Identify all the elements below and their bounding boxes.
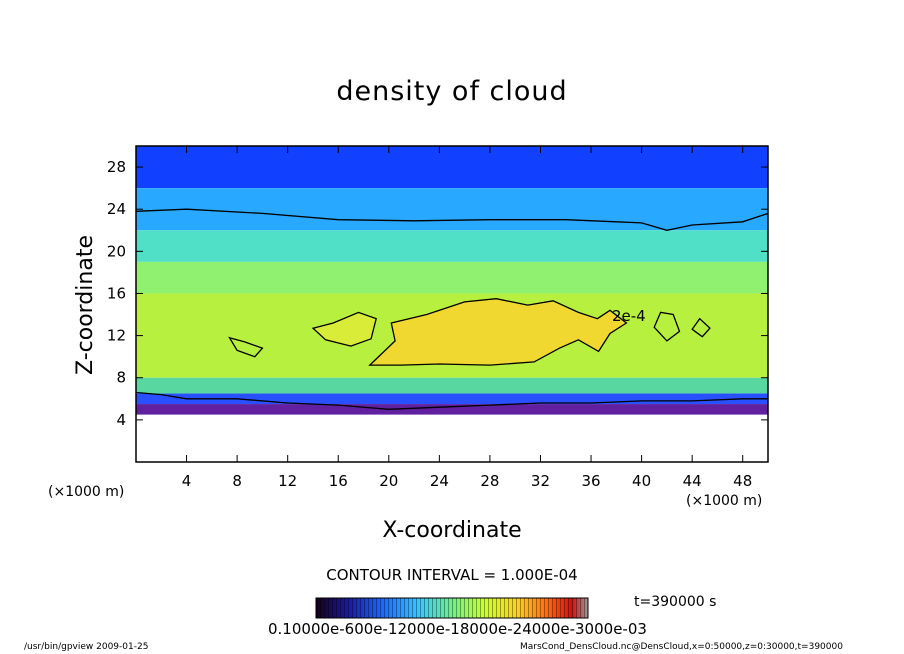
density-band-3 <box>136 261 768 294</box>
x-tick-label-12: 12 <box>278 472 297 490</box>
x-tick-label-4: 4 <box>182 472 192 490</box>
density-band-0 <box>136 146 768 189</box>
time-label: t=390000 s <box>634 594 717 610</box>
x-unit-right: (×1000 m) <box>686 493 762 509</box>
density-field <box>136 146 768 415</box>
density-band-1 <box>136 188 768 231</box>
x-tick-label-36: 36 <box>581 472 600 490</box>
cloud-core-fill <box>369 298 627 366</box>
x-tick-label-8: 8 <box>232 472 242 490</box>
x-tick-label-48: 48 <box>733 472 752 490</box>
y-tick-label-8: 8 <box>116 369 126 387</box>
y-axis-ticks: 4 8 12 16 20 24 28 <box>107 158 768 429</box>
contour-blob-1 <box>653 311 681 342</box>
density-band-2 <box>136 230 768 262</box>
contour-lines <box>136 208 768 410</box>
contour-core <box>368 298 628 366</box>
x-unit-left: (×1000 m) <box>48 484 124 500</box>
x-axis-ticks: 4 8 12 16 20 24 28 32 36 40 44 48 <box>182 146 752 490</box>
contour-interval-label: CONTOUR INTERVAL = 1.000E-04 <box>326 566 578 584</box>
y-tick-label-20: 20 <box>107 242 126 260</box>
x-tick-label-32: 32 <box>531 472 550 490</box>
y-tick-label-12: 12 <box>107 327 126 345</box>
contour-value-label: 2e-4 <box>612 307 646 325</box>
contour-lower <box>136 391 768 410</box>
x-tick-label-28: 28 <box>480 472 499 490</box>
x-tick-label-20: 20 <box>379 472 398 490</box>
contour-upper <box>136 208 768 231</box>
x-tick-label-40: 40 <box>632 472 651 490</box>
y-tick-label-16: 16 <box>107 284 126 302</box>
footer-data-source: MarsCond_DensCloud.nc@DensCloud,x=0:5000… <box>520 642 843 652</box>
y-tick-label-24: 24 <box>107 200 126 218</box>
y-axis-label: Z-coordinate <box>73 235 98 375</box>
x-tick-label-44: 44 <box>683 472 702 490</box>
contour-small-left <box>228 336 264 358</box>
x-tick-label-16: 16 <box>329 472 348 490</box>
chart-title: density of cloud <box>336 76 568 107</box>
cloud-left-fill <box>312 312 377 347</box>
density-band-6 <box>136 393 768 405</box>
density-band-7 <box>136 404 768 415</box>
contour-blob-2 <box>691 317 711 338</box>
footer-program-date: /usr/bin/gpview 2009-01-25 <box>24 642 149 652</box>
plot-frame <box>135 145 769 463</box>
y-tick-label-4: 4 <box>116 411 126 429</box>
colorbar-frame <box>315 597 589 619</box>
x-tick-label-24: 24 <box>430 472 449 490</box>
colorbar-tick-labels: 0.10000e-600e-12000e-18000e-24000e-3000e… <box>268 620 647 638</box>
x-axis-label: X-coordinate <box>382 518 521 543</box>
density-band-5 <box>136 377 768 394</box>
colorbar-stripes <box>316 598 588 618</box>
y-tick-label-28: 28 <box>107 158 126 176</box>
contour-left <box>311 311 377 347</box>
